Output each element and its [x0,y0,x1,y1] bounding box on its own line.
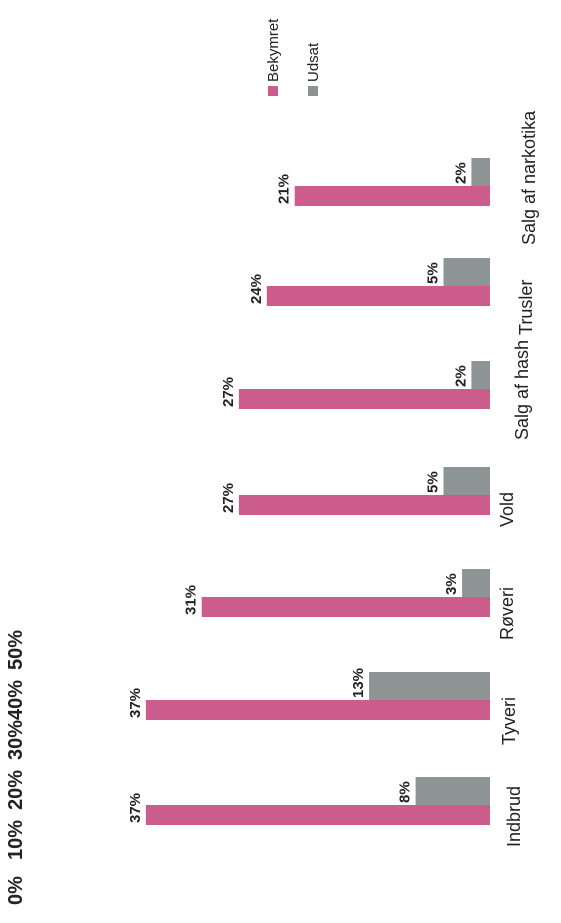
category-label: Vold [497,492,517,527]
bar-udsat [443,467,490,495]
category-label: Trusler [516,280,536,335]
category-label: Indbrud [504,786,524,847]
value-label-bekymret: 31% [183,585,200,615]
tick-label: 50% [5,630,27,670]
category-label: Salg af hash [512,340,532,440]
value-label-udsat: 5% [425,262,442,284]
value-label-udsat: 2% [452,162,469,184]
bar-udsat [462,569,490,597]
tick-label: 0% [5,876,27,905]
category-label: Salg af narkotika [519,110,539,245]
tick-label: 30% [5,720,27,760]
bar-udsat [369,672,490,700]
bar-udsat [471,361,490,389]
value-label-udsat: 2% [452,365,469,387]
bar-bekymret [294,186,490,206]
value-label-bekymret: 24% [248,274,265,304]
value-label-bekymret: 37% [127,793,144,823]
category-labels: Indbrud Tyveri Røveri Vold Salg af hash Trusl… [497,110,539,847]
bar-udsat [443,258,490,286]
tick-label: 20% [5,770,27,810]
bars [145,158,490,825]
value-label-udsat: 8% [397,781,414,803]
value-label-bekymret: 21% [276,174,293,204]
tick-label: 10% [5,820,27,860]
legend-label: Bekymret [265,18,282,82]
value-label-bekymret: 37% [127,688,144,718]
value-labels: 37% 8% 37% 13% 31% 3% 27% 5% 27% 2% 24% 5% 21% 2% [127,162,470,823]
value-label-udsat: 13% [350,668,367,698]
bar-bekymret [201,597,490,617]
legend: Bekymret Udsat [265,18,322,96]
bar-udsat [471,158,490,186]
legend-swatch [268,86,278,96]
value-label-bekymret: 27% [220,483,237,513]
category-label: Tyveri [499,697,519,745]
legend-label: Udsat [305,42,322,82]
bar-bekymret [238,389,490,409]
bar-bekymret [238,495,490,515]
bar-bekymret [145,700,490,720]
bar-bekymret [145,805,490,825]
bar-bekymret [266,286,490,306]
value-label-bekymret: 27% [220,377,237,407]
category-label: Røveri [497,587,517,640]
legend-swatch [308,86,318,96]
value-label-udsat: 5% [425,471,442,493]
axis-ticks: 0% 10% 20% 30%40% 50% [5,630,27,905]
bar-udsat [415,777,490,805]
value-label-udsat: 3% [443,573,460,595]
tick-label: 40% [5,680,27,720]
